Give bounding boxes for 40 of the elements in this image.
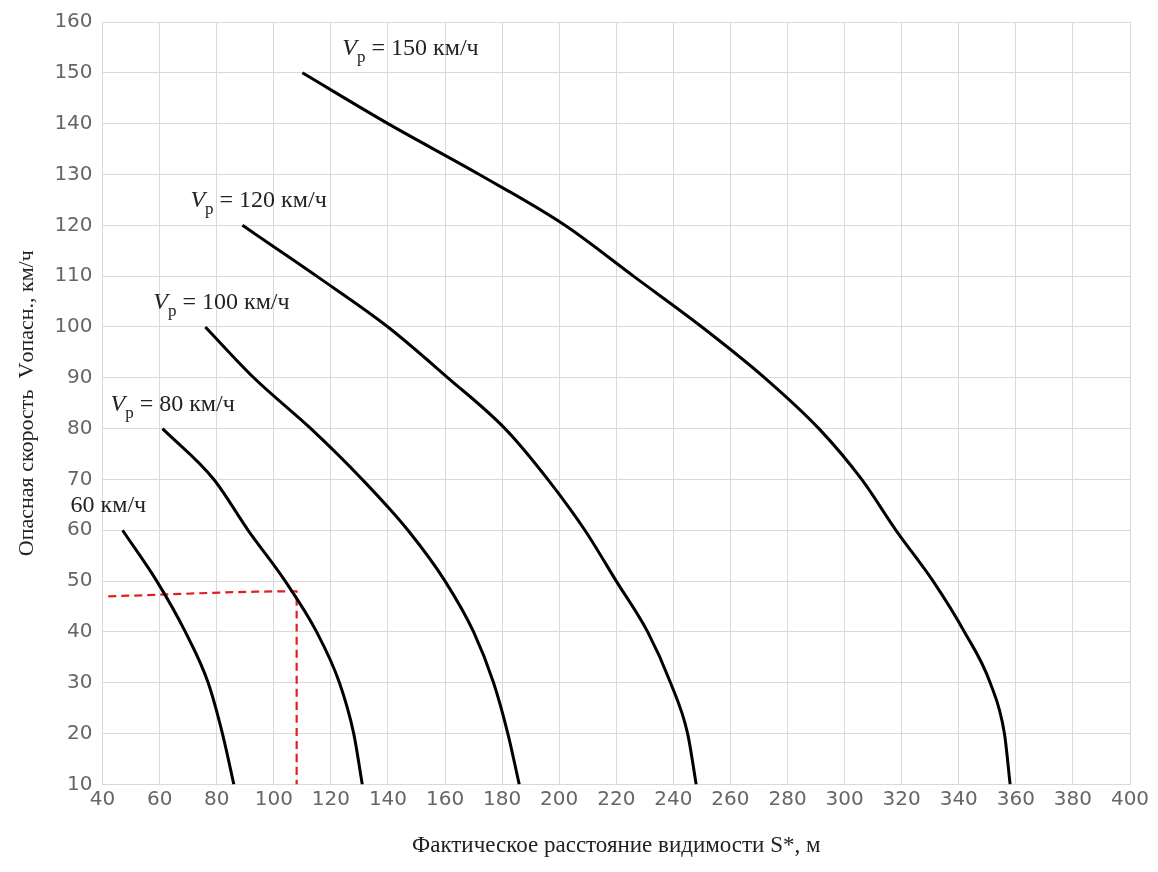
x-tick-label: 120 bbox=[311, 785, 350, 810]
x-tick-label: 300 bbox=[825, 785, 864, 810]
y-tick-label: 140 bbox=[54, 109, 93, 134]
x-tick-label: 240 bbox=[654, 785, 693, 810]
y-tick-label: 40 bbox=[67, 618, 93, 643]
line-series bbox=[161, 427, 364, 785]
y-tick-label: 110 bbox=[54, 262, 93, 287]
line-series bbox=[240, 223, 698, 785]
y-tick-label: 130 bbox=[54, 160, 93, 185]
y-tick-label: 90 bbox=[67, 363, 93, 388]
series-label: 60 км/ч bbox=[70, 491, 147, 518]
y-tick-label: 70 bbox=[67, 465, 93, 490]
line-series bbox=[121, 528, 236, 785]
x-tick-label: 320 bbox=[882, 785, 921, 810]
x-tick-label: 100 bbox=[254, 785, 293, 810]
x-tick-label: 80 bbox=[204, 785, 230, 810]
x-tick-label: 200 bbox=[540, 785, 579, 810]
x-tick-label: 380 bbox=[1053, 785, 1093, 810]
x-tick-label: 340 bbox=[939, 785, 978, 810]
x-tick-label: 360 bbox=[996, 785, 1035, 810]
y-tick-label: 150 bbox=[54, 59, 93, 84]
x-tick-label: 60 bbox=[146, 785, 173, 810]
y-tick-label: 30 bbox=[67, 668, 93, 693]
y-tick-label: 160 bbox=[54, 8, 93, 33]
y-tick-label: 20 bbox=[67, 719, 93, 744]
x-tick-label: 220 bbox=[597, 785, 636, 810]
y-tick-label: 100 bbox=[54, 313, 93, 338]
x-tick-label: 140 bbox=[368, 785, 408, 810]
x-tick-label: 400 bbox=[1110, 785, 1150, 810]
x-axis-title: Фактическое расстояние видимости S*, м bbox=[412, 832, 821, 858]
x-tick-label: 160 bbox=[425, 785, 465, 810]
y-tick-label: 50 bbox=[67, 567, 93, 592]
x-tick-label: 280 bbox=[768, 785, 807, 810]
y-tick-label: 10 bbox=[67, 770, 93, 795]
y-axis-title: Опасная скорость Vопасн., км/ч bbox=[12, 250, 38, 557]
y-tick-label: 60 bbox=[67, 516, 93, 541]
x-tick-label: 260 bbox=[711, 785, 750, 810]
y-tick-label: 80 bbox=[67, 414, 93, 439]
y-tick-label: 120 bbox=[54, 211, 93, 236]
x-tick-label: 180 bbox=[483, 785, 522, 810]
